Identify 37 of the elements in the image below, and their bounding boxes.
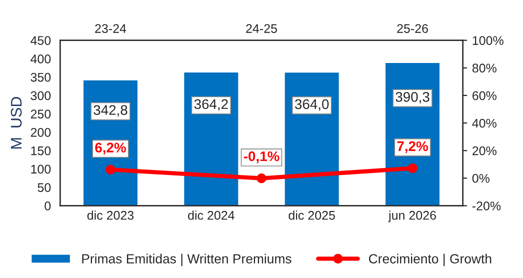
point bbox=[256, 173, 266, 184]
y-tick-label: -20% bbox=[472, 202, 501, 210]
data-label: -0,1% bbox=[244, 151, 280, 164]
y-tick-label: 80% bbox=[472, 64, 496, 73]
y-tick-label: 350 bbox=[30, 72, 51, 82]
y-tick-label: 100% bbox=[472, 36, 504, 45]
y-tick-label: 200 bbox=[30, 128, 51, 137]
data-label: 364,2 bbox=[194, 99, 228, 111]
data-label: 7,2% bbox=[397, 141, 428, 154]
y-tick-label: 450 bbox=[30, 36, 51, 45]
y-axis-title: M USD bbox=[10, 97, 22, 148]
y-tick-label: 100 bbox=[31, 164, 51, 174]
x-tick-label: dic 2023 bbox=[87, 210, 134, 220]
data-label: 342,8 bbox=[94, 105, 128, 117]
legend-label: Crecimiento | Growth bbox=[369, 254, 492, 266]
x-tick-label: 23-24 bbox=[95, 24, 126, 33]
y-tick-label: 0% bbox=[472, 174, 490, 183]
point bbox=[408, 163, 418, 174]
data-label: 364,0 bbox=[294, 99, 329, 111]
y-tick-label: 60% bbox=[472, 91, 496, 100]
data-label: 390,3 bbox=[396, 92, 430, 104]
y-tick-label: 20% bbox=[472, 146, 496, 156]
x-tick-label: jun 2026 bbox=[388, 210, 436, 222]
x-tick-label: 25-26 bbox=[397, 24, 428, 33]
y-tick-label: 0 bbox=[44, 202, 51, 210]
y-tick-label: 40% bbox=[472, 118, 496, 128]
y-tick-label: 300 bbox=[30, 91, 51, 100]
x-tick-label: dic 2024 bbox=[188, 210, 234, 220]
x-tick-label: 24-25 bbox=[246, 24, 277, 33]
legend-label: Primas Emitidas | Written Premiums bbox=[82, 254, 292, 266]
point bbox=[106, 164, 116, 174]
y-tick-label: 400 bbox=[30, 54, 51, 64]
y-tick-label: 250 bbox=[30, 110, 51, 118]
y-tick-label: 150 bbox=[31, 146, 51, 156]
data-label: 6,2% bbox=[95, 142, 126, 155]
x-tick-label: dic 2025 bbox=[288, 210, 335, 220]
y-tick-label: 50 bbox=[38, 183, 51, 192]
